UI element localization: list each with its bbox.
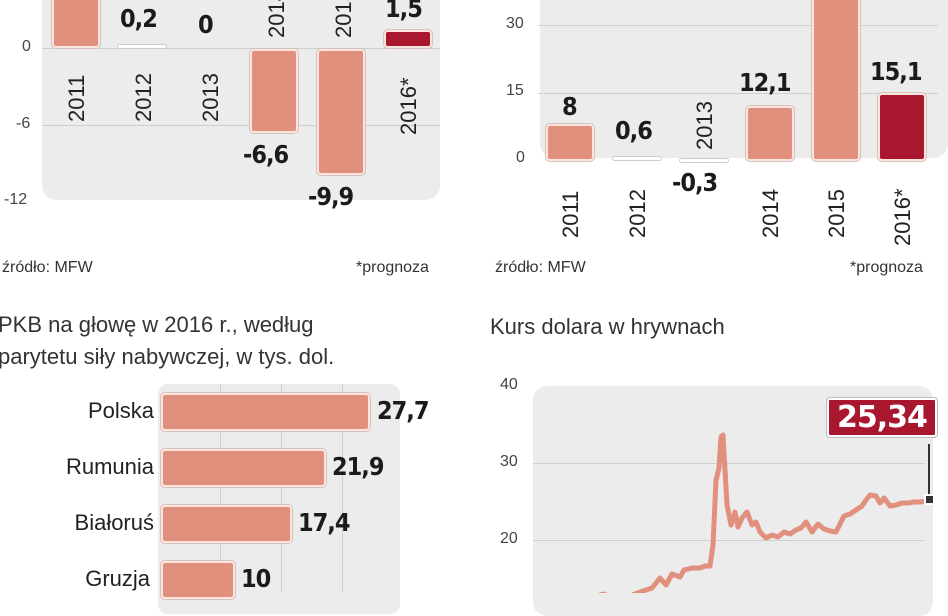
chart1-label-2016: 1,5 [385, 0, 423, 23]
chart1-tick-m12: -12 [4, 191, 28, 208]
chart4-value-badge: 25,34 [827, 398, 937, 437]
chart3-title-line2: parytetu siły nabywczej, w tys. dol. [0, 344, 335, 369]
chart1-tick-m6: -6 [16, 115, 31, 132]
chart1-bar-2012 [118, 45, 166, 48]
chart1-bar-2014 [250, 49, 298, 133]
chart2-footnote: *prognoza [850, 259, 923, 276]
chart2-label-2014: 12,1 [739, 68, 791, 97]
chart4-callout-line [928, 444, 930, 498]
chart1-label-2015: -9,9 [308, 182, 354, 211]
chart3-cat-polska: Polska [87, 398, 154, 423]
chart4-tick-20: 20 [500, 530, 518, 547]
chart3-label-rumunia: 21,9 [332, 452, 384, 481]
chart2-source: źródło: MFW [495, 259, 586, 276]
chart2-bar-2016 [878, 93, 926, 161]
chart3-label-bialorus: 17,4 [298, 508, 350, 537]
chart2-grid-30 [538, 25, 938, 26]
chart2-label-2011: 8 [562, 92, 578, 121]
chart2-bar-2011 [546, 124, 594, 161]
chart3-label-polska: 27,7 [377, 396, 429, 425]
chart2-tick-30: 30 [506, 15, 524, 32]
chart1-grid-0 [42, 48, 440, 49]
chart1-bar-2011 [52, 0, 100, 48]
chart2-label-2013: -0,3 [672, 168, 718, 197]
chart4-line [598, 432, 929, 593]
chart3-label-gruzja: 10 [241, 564, 271, 593]
chart1-grid-m6 [42, 125, 440, 126]
chart3-cat-bialorus: Białoruś [74, 510, 154, 535]
chart1-label-2012: 0,2 [120, 4, 158, 33]
chart2-tick-15: 15 [506, 82, 524, 99]
chart3-bar-rumunia [161, 449, 326, 487]
chart4-tick-40: 40 [500, 376, 518, 393]
chart4-grid-30 [533, 463, 925, 464]
chart3-cat-rumunia: Rumunia [65, 454, 154, 479]
chart1-panel [42, 0, 440, 200]
chart2-bar-2012 [613, 157, 661, 160]
chart3-title-line1: PKB na głowę w 2016 r., według [0, 312, 314, 337]
chart1-source: źródło: MFW [2, 259, 93, 276]
chart3-grid-2 [281, 384, 282, 593]
chart1-bar-2016 [384, 30, 432, 48]
chart4-endpoint-marker [924, 494, 935, 505]
chart4-grid-20 [533, 540, 925, 541]
chart3-grid-3 [342, 384, 343, 593]
chart2-tick-0: 0 [516, 149, 525, 166]
chart2-label-2012: 0,6 [615, 116, 653, 145]
chart3-grid-1 [220, 384, 221, 593]
chart3-bar-bialorus [161, 505, 292, 543]
chart2-bar-2014 [746, 106, 794, 161]
chart1-footnote: *prognoza [356, 259, 429, 276]
chart1-label-2013: 0 [198, 10, 214, 39]
chart1-bar-2015 [317, 49, 365, 175]
chart2-label-2016: 15,1 [870, 57, 922, 86]
chart3-bar-polska [161, 393, 370, 431]
chart2-bar-2015 [812, 0, 860, 161]
chart4-title: Kurs dolara w hrywnach [490, 314, 725, 339]
chart3-cat-gruzja: Gruzja [85, 566, 150, 591]
chart2-grid-15 [538, 93, 938, 94]
chart4-tick-30: 30 [500, 453, 518, 470]
chart1-tick-0: 0 [22, 38, 31, 55]
chart1-label-2014: -6,6 [243, 140, 289, 169]
chart2-bar-2013 [680, 159, 728, 162]
